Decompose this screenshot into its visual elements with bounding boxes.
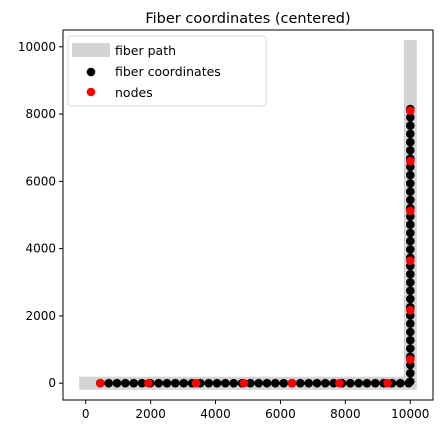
- fiber-coordinate-point: [406, 377, 415, 386]
- x-tick-label: 6000: [265, 407, 296, 421]
- fiber-coordinate-point: [271, 378, 280, 388]
- x-tick-label: 10000: [391, 407, 429, 421]
- fiber-coordinate-point: [246, 378, 255, 388]
- y-tick-label: 4000: [25, 242, 56, 256]
- node-point: [96, 378, 105, 388]
- fiber-coordinate-point: [406, 368, 415, 378]
- fiber-coordinate-point: [346, 378, 355, 388]
- legend-swatch-fiber-path: [72, 43, 110, 57]
- legend-marker-nodes: [86, 87, 96, 97]
- y-tick-label: 2000: [25, 309, 56, 323]
- fiber-coordinate-point: [406, 228, 415, 238]
- fiber-coordinate-point: [229, 378, 238, 388]
- fiber-coordinate-point: [254, 378, 263, 388]
- fiber-coordinate-point: [262, 378, 272, 388]
- fiber-coordinate-point: [121, 378, 130, 388]
- fiber-coordinate-point: [406, 195, 415, 205]
- fiber-coordinate-point: [406, 137, 415, 147]
- node-point: [191, 378, 201, 388]
- y-tick-label: 6000: [25, 174, 56, 188]
- y-tick-label: 0: [48, 376, 56, 390]
- x-tick-label: 2000: [135, 407, 166, 421]
- node-point: [406, 206, 415, 216]
- fiber-coordinate-point: [406, 269, 415, 279]
- x-axis: 0 2000 4000 6000 8000 10000: [82, 400, 429, 421]
- fiber-coordinate-point: [171, 378, 180, 388]
- fiber-coordinate-point: [154, 378, 163, 388]
- fiber-coordinate-point: [406, 294, 415, 304]
- fiber-coordinate-point: [406, 129, 415, 139]
- fiber-coordinate-point: [162, 378, 172, 388]
- fiber-coordinate-point: [296, 378, 305, 388]
- fiber-coordinate-point: [204, 378, 213, 388]
- x-tick-label: 4000: [200, 407, 231, 421]
- node-point: [144, 378, 153, 388]
- fiber-coordinate-point: [396, 378, 405, 388]
- fiber-coordinate-point: [354, 378, 364, 388]
- fiber-coordinate-point: [406, 327, 415, 337]
- axes-frame: [62, 29, 434, 401]
- fiber-coordinate-point: [406, 113, 415, 122]
- fiber-coordinate-point: [137, 378, 147, 388]
- y-tick-label: 8000: [25, 107, 56, 121]
- fiber-coordinate-point: [406, 170, 415, 180]
- y-tick-label: 10000: [18, 40, 56, 54]
- node-point: [335, 378, 344, 388]
- legend-label-nodes: nodes: [115, 85, 153, 100]
- fiber-coordinate-point: [212, 378, 222, 388]
- node-point: [406, 256, 415, 266]
- node-point: [383, 378, 392, 388]
- x-tick-label: 8000: [330, 407, 361, 421]
- node-point: [406, 106, 415, 115]
- fiber-coordinate-point: [371, 378, 380, 388]
- fiber-coordinate-point: [406, 236, 415, 246]
- legend: fiber path fiber coordinates nodes: [67, 35, 267, 107]
- fiber-coordinate-point: [312, 378, 322, 388]
- fiber-coordinate-point: [406, 179, 415, 188]
- fiber-coordinate-point: [304, 378, 314, 388]
- fiber-coordinate-point: [362, 378, 372, 388]
- fiber-coordinate-point: [406, 278, 415, 287]
- fiber-coordinate-point: [406, 335, 415, 345]
- fiber-coordinate-point: [406, 187, 415, 196]
- fiber-coordinate-point: [406, 319, 415, 329]
- chart-title: Fiber coordinates (centered): [145, 11, 350, 27]
- node-point: [406, 156, 415, 166]
- plot-area: [79, 40, 417, 390]
- legend-marker-fiber-coordinates: [86, 67, 96, 77]
- node-point: [406, 305, 415, 315]
- fiber-coordinate-point: [406, 286, 415, 296]
- fiber-coordinate-point: [406, 245, 415, 254]
- fiber-coordinate-point: [406, 220, 415, 229]
- node-point: [287, 378, 297, 388]
- fiber-coordinate-point: [179, 378, 188, 388]
- fiber-coordinate-point: [104, 378, 113, 388]
- fiber-coordinate-point: [129, 378, 138, 388]
- fiber-coordinate-point: [112, 378, 122, 388]
- fiber-coordinate-point: [221, 378, 230, 388]
- x-tick-label: 0: [82, 407, 90, 421]
- fiber-coordinate-point: [321, 378, 330, 388]
- legend-box: [67, 35, 267, 107]
- y-axis: 0 2000 4000 6000 8000 10000: [18, 40, 63, 390]
- fiber-coordinate-point: [406, 146, 415, 155]
- fiber-coordinate-point: [406, 121, 415, 130]
- legend-label-fiber-path: fiber path: [115, 43, 176, 58]
- fiber-coordinate-point: [279, 378, 289, 388]
- legend-label-fiber-coordinates: fiber coordinates: [115, 64, 221, 79]
- fiber-coordinate-point: [406, 344, 415, 353]
- node-point: [239, 378, 249, 388]
- node-point: [406, 355, 415, 364]
